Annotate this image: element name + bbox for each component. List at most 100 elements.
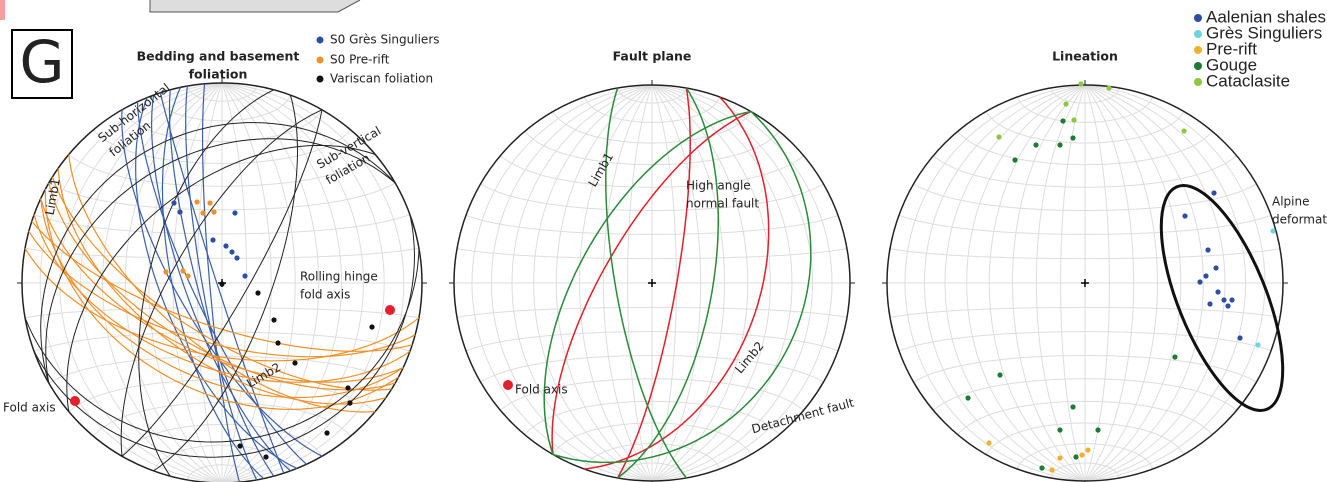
point — [207, 200, 213, 206]
great-circle — [121, 109, 323, 457]
annotation: normal fault — [686, 197, 759, 211]
great-circle — [120, 109, 323, 457]
point — [347, 400, 353, 406]
great-circle — [161, 87, 265, 480]
point — [1070, 404, 1076, 410]
legend-label: Cataclasite — [1206, 71, 1290, 90]
point — [232, 210, 238, 216]
point — [996, 134, 1002, 140]
great-circle — [28, 230, 416, 358]
great-circle — [159, 92, 285, 474]
point — [1057, 427, 1063, 433]
great-circle — [202, 83, 240, 482]
great-circle — [121, 109, 323, 457]
point — [163, 269, 169, 275]
annotation: Detachment fault — [750, 395, 856, 436]
point — [965, 395, 971, 401]
point — [316, 56, 324, 64]
point — [1070, 135, 1076, 141]
point — [255, 290, 261, 296]
point — [1039, 465, 1045, 471]
annotation: deformation — [1272, 213, 1327, 227]
point — [1057, 142, 1063, 148]
point — [1085, 447, 1091, 453]
point — [1197, 279, 1203, 285]
point — [263, 454, 269, 460]
point — [237, 443, 243, 449]
great-circle — [551, 110, 752, 455]
great-circle — [68, 154, 376, 413]
great-circle — [24, 247, 420, 362]
point — [1207, 301, 1213, 307]
point — [200, 210, 206, 216]
point — [1095, 427, 1101, 433]
great-circle — [616, 87, 691, 479]
panel-label-box — [11, 29, 73, 99]
point — [271, 317, 277, 323]
point — [997, 372, 1003, 378]
great-circle — [51, 176, 392, 391]
point — [1071, 117, 1077, 123]
great-circle — [136, 101, 307, 465]
point — [1049, 467, 1055, 473]
point — [1213, 265, 1219, 271]
point — [1194, 78, 1202, 86]
point — [986, 440, 992, 446]
point — [1172, 354, 1178, 360]
point — [1194, 62, 1202, 70]
legend-label: Grès Singuliers — [1206, 23, 1322, 42]
great-circle — [617, 87, 720, 479]
great-circle — [40, 198, 404, 399]
point — [211, 209, 217, 215]
annotation: Fault plane — [613, 49, 692, 64]
legend-label: Pre-rift — [1206, 39, 1257, 58]
legend-label: S0 Pre-rift — [330, 53, 390, 67]
legend-label: Aalenian shales — [1206, 7, 1326, 26]
great-circle — [135, 97, 298, 469]
annotation: Bedding and basement — [137, 49, 300, 64]
point — [180, 268, 186, 274]
point — [177, 209, 183, 215]
great-circle — [150, 95, 291, 472]
panel-label: G — [20, 28, 65, 96]
center-cross — [648, 279, 656, 287]
point — [324, 430, 330, 436]
great-circle — [543, 110, 752, 455]
point — [1073, 454, 1079, 460]
point — [219, 281, 225, 287]
annotation: Rolling hinge — [300, 270, 378, 284]
point — [1063, 101, 1069, 107]
great-circle — [24, 248, 420, 443]
point — [1221, 297, 1227, 303]
decor — [149, 0, 361, 13]
point — [1106, 85, 1112, 91]
annotation: Lineation — [1052, 49, 1118, 64]
point — [1237, 335, 1243, 341]
point — [1194, 14, 1202, 22]
point — [316, 36, 324, 44]
decor — [0, 0, 5, 20]
point — [1194, 46, 1202, 54]
great-circle — [584, 96, 770, 470]
great-circle — [40, 122, 396, 384]
point — [275, 340, 281, 346]
point — [1057, 455, 1063, 461]
point — [369, 324, 375, 330]
point — [1205, 247, 1211, 253]
point — [1181, 128, 1187, 134]
point — [234, 255, 240, 261]
outline — [1159, 184, 1285, 412]
annotation: foliation — [189, 67, 248, 82]
point — [70, 396, 80, 406]
point — [242, 273, 248, 279]
point — [1255, 342, 1261, 348]
annotation: fold axis — [300, 288, 350, 302]
point — [229, 249, 235, 255]
annotation: Alpine — [1272, 195, 1309, 209]
point — [1078, 81, 1084, 87]
annotation: Fold axis — [515, 383, 568, 397]
great-circle — [185, 85, 258, 481]
annotation: Limb1 — [43, 177, 63, 216]
annotation: Limb2 — [732, 339, 766, 376]
